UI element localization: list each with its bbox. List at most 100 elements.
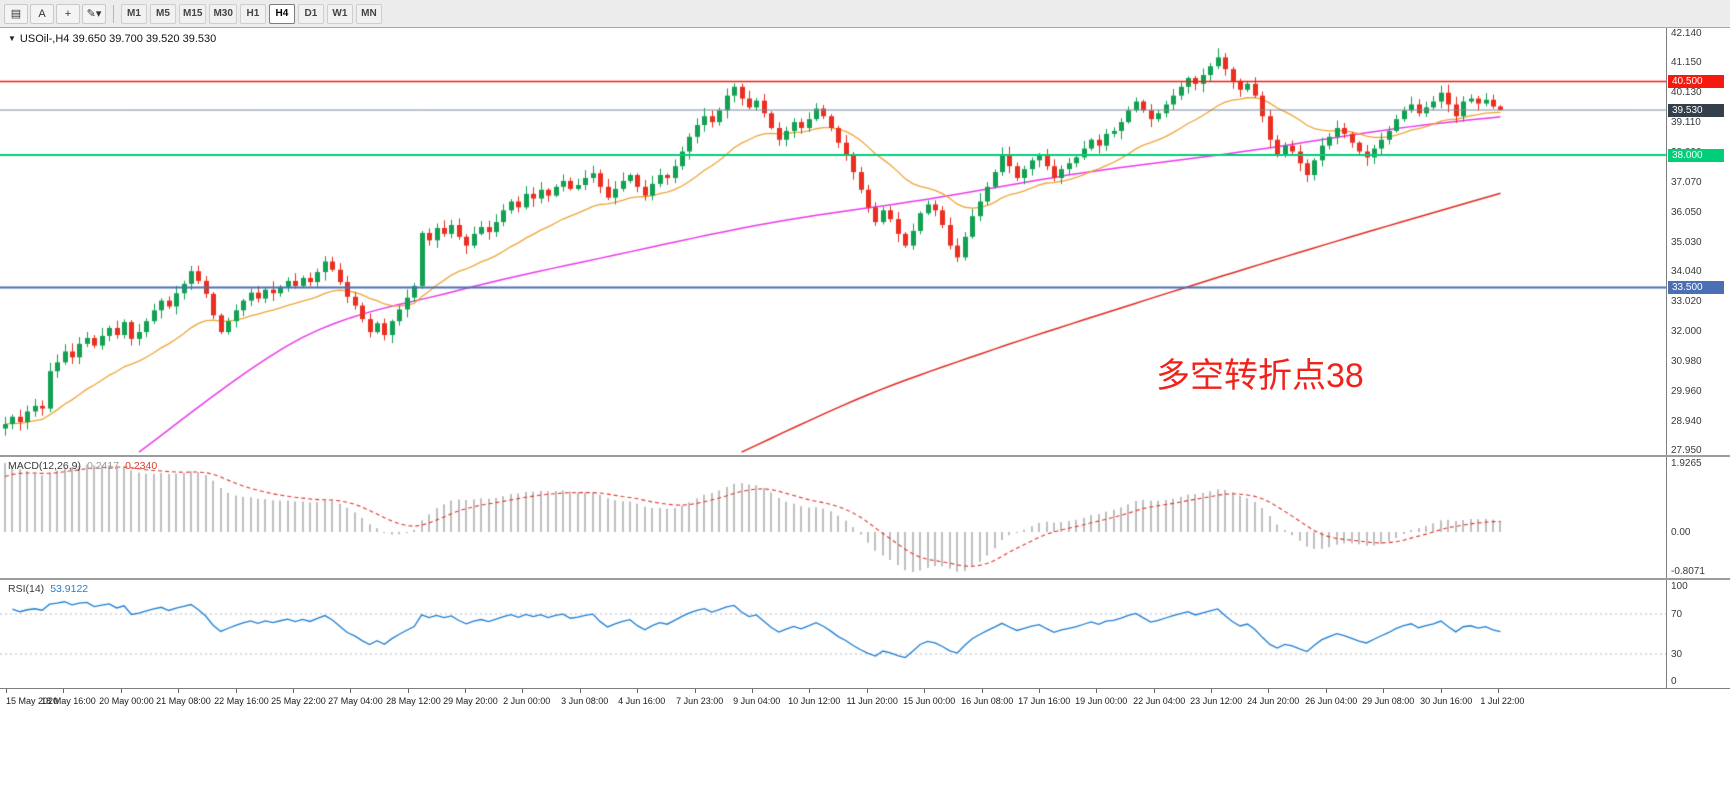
draw-tool-button[interactable]: ✎▾ bbox=[82, 3, 106, 24]
macd-name: MACD(12,26,9) bbox=[8, 460, 81, 472]
time-label: 25 May 22:00 bbox=[271, 696, 326, 706]
time-tick bbox=[637, 689, 638, 693]
time-label: 15 May 2020 bbox=[6, 696, 59, 706]
axis-label: 30.980 bbox=[1671, 355, 1702, 367]
axis-label: 70 bbox=[1671, 609, 1683, 620]
text-tool-button[interactable]: A bbox=[30, 3, 54, 24]
time-label: 19 Jun 00:00 bbox=[1075, 696, 1128, 706]
toolbar-separator bbox=[113, 4, 114, 23]
time-tick bbox=[867, 689, 868, 693]
timeframe-m30-button[interactable]: M30 bbox=[209, 3, 237, 24]
time-axis[interactable]: 15 May 2020 18 May 16:00 20 May 00:00 21 Ma… bbox=[0, 688, 1730, 714]
rsi-value: 53.9122 bbox=[50, 583, 89, 595]
crosshair-tool-button[interactable]: + bbox=[56, 3, 80, 24]
timeframe-m15-button[interactable]: M15 bbox=[179, 3, 207, 24]
time-label: 22 May 16:00 bbox=[214, 696, 269, 706]
time-label: 29 May 20:00 bbox=[443, 696, 498, 706]
time-label: 1 Jul 22:00 bbox=[1480, 696, 1525, 706]
time-tick bbox=[1498, 689, 1499, 693]
time-label: 10 Jun 12:00 bbox=[788, 696, 841, 706]
time-label: 20 May 00:00 bbox=[99, 696, 154, 706]
time-tick bbox=[63, 689, 64, 693]
time-label: 16 Jun 08:00 bbox=[961, 696, 1014, 706]
panel-separator-main-macd[interactable] bbox=[0, 455, 1730, 457]
time-label: 22 Jun 04:00 bbox=[1133, 696, 1186, 706]
time-label: 11 Jun 20:00 bbox=[846, 696, 898, 706]
price-axis: 42.14041.15040.13039.11038.09037.07036.0… bbox=[1666, 28, 1730, 688]
toolbar: ▤ A + ✎▾ M1 M5 M15 M30 H1 H4 D1 W1 MN bbox=[0, 0, 1730, 28]
time-label: 17 Jun 16:00 bbox=[1018, 696, 1071, 706]
time-label: 3 Jun 08:00 bbox=[561, 696, 609, 706]
time-tick bbox=[178, 689, 179, 693]
time-label: 23 Jun 12:00 bbox=[1190, 696, 1243, 706]
axis-label: -0.8071 bbox=[1671, 566, 1705, 577]
timeframe-h1-button[interactable]: H1 bbox=[239, 3, 266, 24]
time-tick bbox=[1211, 689, 1212, 693]
time-label: 30 Jun 16:00 bbox=[1420, 696, 1473, 706]
axis-label: 41.150 bbox=[1671, 56, 1702, 68]
axis-label: 28.940 bbox=[1671, 415, 1702, 427]
rsi-indicator-label: RSI(14) 53.9122 bbox=[8, 583, 88, 595]
price-chart-canvas[interactable] bbox=[0, 28, 1666, 688]
price-badge: 33.500 bbox=[1668, 280, 1724, 294]
time-tick bbox=[1326, 689, 1327, 693]
axis-label: 39.110 bbox=[1671, 116, 1701, 128]
toolbar-tools-group: ▤ A + ✎▾ bbox=[4, 3, 106, 24]
axis-label: 34.040 bbox=[1671, 265, 1702, 277]
timeframe-mn-button[interactable]: MN bbox=[355, 3, 382, 24]
timeframe-w1-button[interactable]: W1 bbox=[326, 3, 353, 24]
time-label: 27 May 04:00 bbox=[328, 696, 383, 706]
axis-label: 36.050 bbox=[1671, 206, 1702, 218]
chart-area: 42.14041.15040.13039.11038.09037.07036.0… bbox=[0, 28, 1730, 688]
axis-label: 29.960 bbox=[1671, 385, 1702, 397]
time-tick bbox=[408, 689, 409, 693]
price-badge: 38.000 bbox=[1668, 148, 1724, 162]
symbol-dropdown-icon[interactable]: ▼ bbox=[8, 34, 16, 43]
time-tick bbox=[695, 689, 696, 693]
panel-separator-macd-rsi[interactable] bbox=[0, 578, 1730, 580]
time-tick bbox=[1383, 689, 1384, 693]
time-tick bbox=[293, 689, 294, 693]
axis-label: 42.140 bbox=[1671, 27, 1702, 39]
axis-label: 0 bbox=[1671, 676, 1677, 687]
time-label: 7 Jun 23:00 bbox=[676, 696, 724, 706]
time-tick bbox=[982, 689, 983, 693]
time-tick bbox=[924, 689, 925, 693]
time-label: 29 Jun 08:00 bbox=[1362, 696, 1415, 706]
chart-list-tool-button[interactable]: ▤ bbox=[4, 3, 28, 24]
time-label: 26 Jun 04:00 bbox=[1305, 696, 1358, 706]
axis-label: 27.950 bbox=[1671, 445, 1702, 457]
time-tick bbox=[809, 689, 810, 693]
time-tick bbox=[6, 689, 7, 693]
timeframe-m1-button[interactable]: M1 bbox=[121, 3, 147, 24]
time-label: 2 Jun 00:00 bbox=[503, 696, 551, 706]
price-badge: 40.500 bbox=[1668, 75, 1724, 89]
time-tick bbox=[1441, 689, 1442, 693]
time-tick bbox=[1039, 689, 1040, 693]
time-tick bbox=[1154, 689, 1155, 693]
time-label: 15 Jun 00:00 bbox=[903, 696, 956, 706]
time-label: 4 Jun 16:00 bbox=[618, 696, 666, 706]
axis-label: 100 bbox=[1671, 581, 1688, 592]
axis-label: 0.00 bbox=[1671, 526, 1691, 538]
axis-label: 32.000 bbox=[1671, 325, 1702, 337]
time-tick bbox=[752, 689, 753, 693]
symbol-label: ▼ USOil-,H4 39.650 39.700 39.520 39.530 bbox=[8, 33, 216, 45]
time-tick bbox=[121, 689, 122, 693]
bottom-filler bbox=[0, 714, 1730, 796]
macd-main-value: 0.2417 bbox=[86, 460, 120, 472]
annotation-text: 多空转折点38 bbox=[1156, 357, 1364, 395]
symbol-ohlc-label: USOil-,H4 39.650 39.700 39.520 39.530 bbox=[19, 33, 217, 45]
timeframe-buttons-group: M1 M5 M15 M30 H1 H4 D1 W1 MN bbox=[121, 3, 383, 24]
timeframe-h4-button[interactable]: H4 bbox=[268, 3, 295, 24]
time-label: 18 May 16:00 bbox=[41, 696, 96, 706]
timeframe-d1-button[interactable]: D1 bbox=[297, 3, 324, 24]
time-tick bbox=[580, 689, 581, 693]
time-tick bbox=[236, 689, 237, 693]
time-label: 24 Jun 20:00 bbox=[1247, 696, 1300, 706]
timeframe-m5-button[interactable]: M5 bbox=[150, 3, 176, 24]
axis-label: 1.9265 bbox=[1671, 458, 1702, 469]
macd-signal-value: 0.2340 bbox=[125, 460, 158, 472]
time-tick bbox=[522, 689, 523, 693]
